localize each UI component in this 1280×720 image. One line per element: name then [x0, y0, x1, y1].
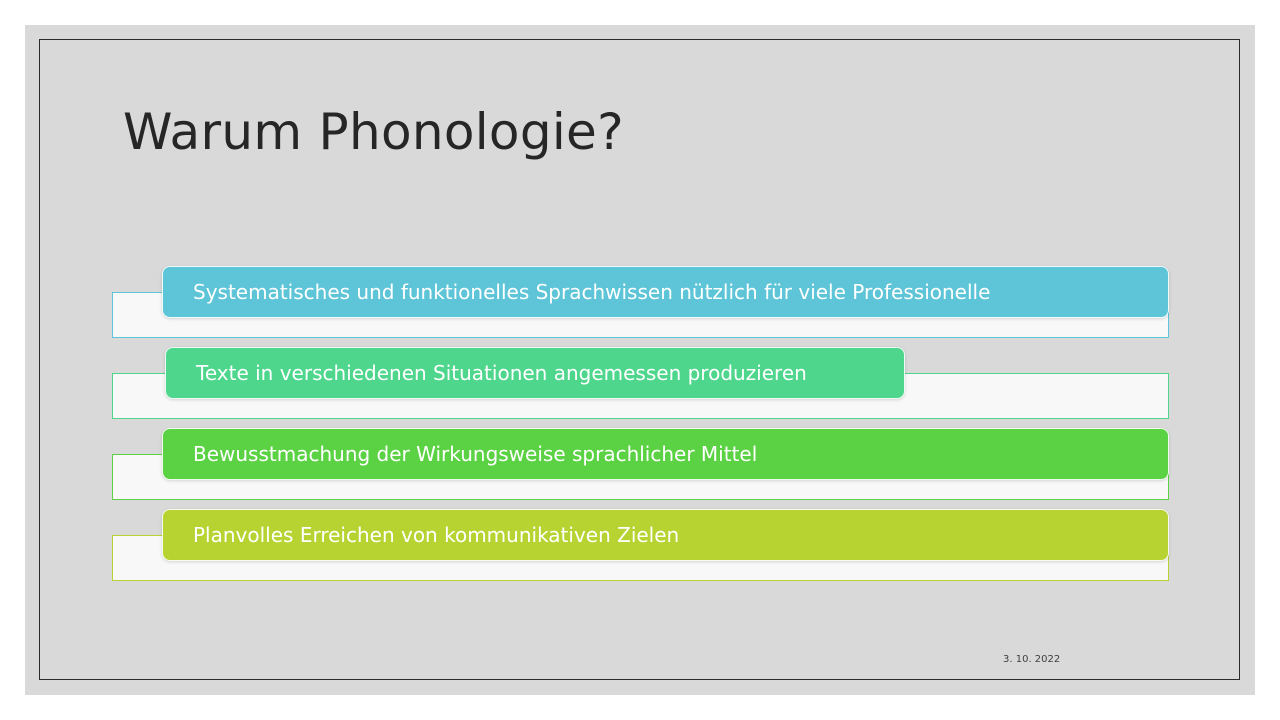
list-item[interactable]: Planvolles Erreichen von kommunikativen …	[162, 509, 1169, 561]
list-item[interactable]: Bewusstmachung der Wirkungsweise sprachl…	[162, 428, 1169, 480]
list-item-label: Texte in verschiedenen Situationen angem…	[196, 361, 807, 385]
list-item-label: Planvolles Erreichen von kommunikativen …	[193, 523, 680, 547]
slide-canvas: Warum Phonologie? Systematisches und fun…	[25, 25, 1255, 695]
list-item[interactable]: Systematisches und funktionelles Sprachw…	[162, 266, 1169, 318]
slide-date: 3. 10. 2022	[1003, 654, 1061, 665]
slide-title: Warum Phonologie?	[123, 103, 624, 161]
slide-frame	[39, 39, 1240, 680]
list-item-label: Bewusstmachung der Wirkungsweise sprachl…	[193, 442, 758, 466]
list-item[interactable]: Texte in verschiedenen Situationen angem…	[165, 347, 905, 399]
list-item-label: Systematisches und funktionelles Sprachw…	[193, 280, 991, 304]
